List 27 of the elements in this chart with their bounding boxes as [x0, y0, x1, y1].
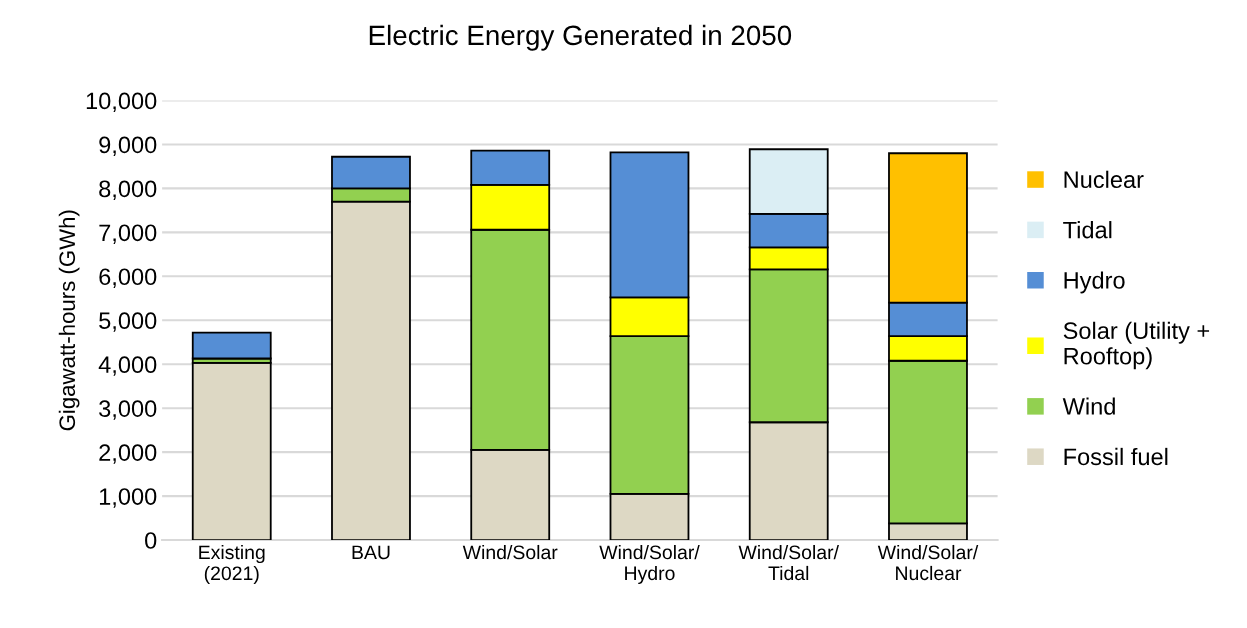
y-tick-label: 6,000: [99, 268, 157, 288]
legend-label: Tidal: [1063, 221, 1112, 239]
x-tick-label: Wind/Solar/ Tidal: [738, 544, 839, 581]
legend-label: Nuclear: [1064, 170, 1144, 189]
y-tick-label: 2,000: [99, 444, 157, 464]
y-tick-label: 1,000: [99, 488, 157, 508]
y-tick-label: 7,000: [99, 224, 157, 244]
legend-label: Fossil fuel: [1064, 447, 1168, 466]
y-tick-label: 0: [145, 532, 157, 549]
y-tick-label: 5,000: [99, 312, 157, 332]
x-tick-label: BAU: [352, 545, 390, 560]
legend-label: Hydro: [1064, 271, 1125, 294]
legend-label: Solar (Utility + Rooftop): [1063, 321, 1210, 370]
y-tick-label: 8,000: [99, 180, 157, 200]
x-tick-label: Wind/Solar/ Nuclear: [877, 544, 979, 581]
chart-title: Electric Energy Generated in 2050: [369, 24, 792, 51]
y-axis-title: Gigawatt-hours (GWh): [58, 210, 80, 431]
bar: [191, 331, 272, 360]
y-tick-label: 10,000: [86, 92, 157, 113]
legend-label: Wind: [1062, 397, 1115, 415]
x-tick-label: Existing (2021): [199, 544, 265, 584]
y-tick-label: 4,000: [98, 356, 157, 376]
x-tick-label: Wind/Solar: [462, 544, 558, 560]
bar: [191, 362, 272, 541]
y-tick-label: 9,000: [99, 136, 157, 157]
y-tick-label: 3,000: [99, 400, 157, 420]
x-tick-label: Wind/Solar/ Hydro: [599, 544, 700, 585]
